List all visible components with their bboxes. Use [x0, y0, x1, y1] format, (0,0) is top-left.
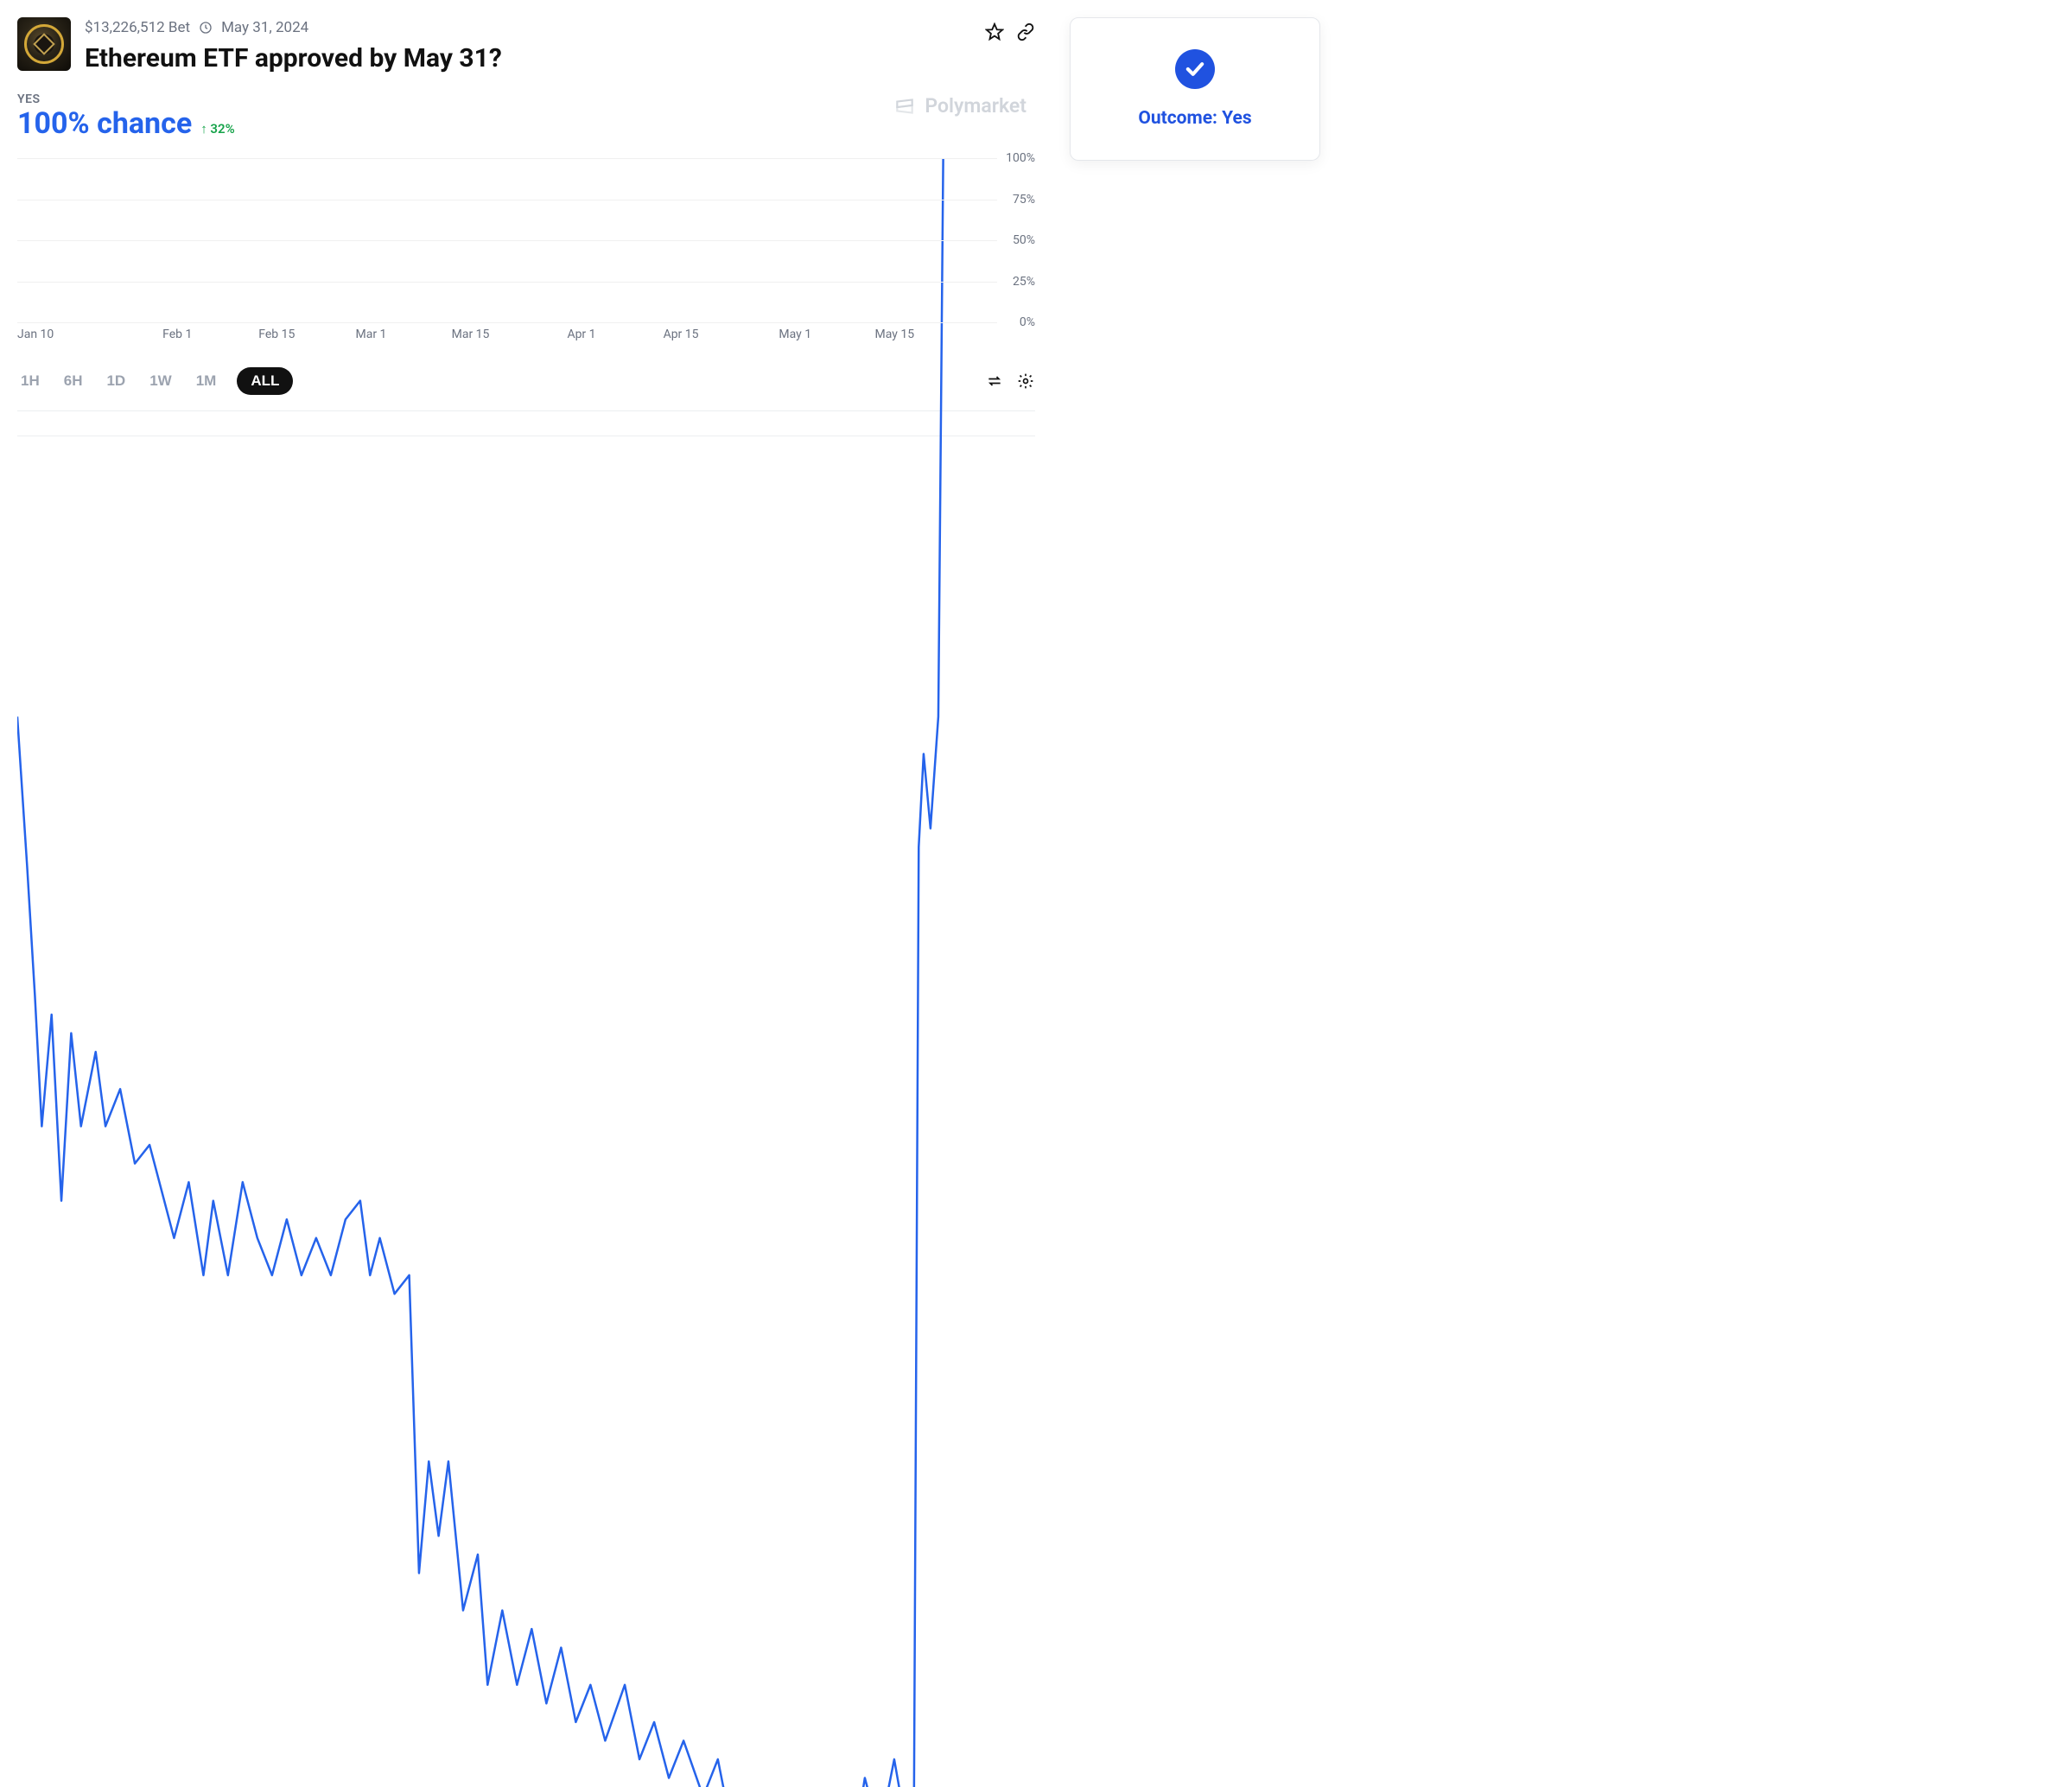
meta-row: $13,226,512 Bet May 31, 2024	[85, 19, 1035, 36]
probability-change: ↑ 32%	[200, 121, 234, 137]
page-container: $13,226,512 Bet May 31, 2024 Ethereum ET…	[17, 17, 1320, 436]
x-tick-label: Apr 15	[664, 328, 699, 341]
gear-icon	[1017, 372, 1034, 390]
chart-y-axis: 0%25%50%75%100%	[997, 158, 1035, 322]
x-tick-label: Feb 15	[258, 328, 295, 341]
gridline	[17, 158, 997, 159]
side-column: Outcome: Yes	[1070, 17, 1320, 161]
y-tick-label: 50%	[1013, 233, 1035, 247]
y-tick-label: 0%	[1020, 315, 1035, 329]
y-tick-label: 25%	[1013, 275, 1035, 289]
watermark: Polymarket	[893, 94, 1026, 118]
x-tick-label: Jan 10	[17, 328, 54, 341]
outcome-card: Outcome: Yes	[1070, 17, 1320, 161]
probability-section: YES 100% chance ↑ 32% Polymarket	[17, 92, 1035, 141]
chart-plot-area[interactable]	[17, 158, 997, 322]
market-header: $13,226,512 Bet May 31, 2024 Ethereum ET…	[17, 17, 1035, 73]
x-tick-label: Mar 15	[452, 328, 490, 341]
y-tick-label: 100%	[1006, 151, 1035, 165]
volume-label: $13,226,512 Bet	[85, 19, 190, 36]
chart-line-svg	[17, 158, 997, 1787]
chart-x-axis: Jan 10 Feb 1 Feb 15 Mar 1 Mar 15 Apr 1 Apr 15 M…	[17, 328, 997, 345]
main-column: $13,226,512 Bet May 31, 2024 Ethereum ET…	[17, 17, 1035, 436]
header-text-block: $13,226,512 Bet May 31, 2024 Ethereum ET…	[85, 17, 1035, 73]
chart-settings-button[interactable]	[1016, 372, 1035, 391]
gridline	[17, 240, 997, 241]
x-tick-label: May 1	[779, 328, 811, 341]
gridline	[17, 322, 997, 323]
check-circle	[1175, 49, 1215, 89]
favorite-button[interactable]	[985, 22, 1004, 41]
x-tick-label: Apr 1	[567, 328, 595, 341]
probability-value: 100% chance	[17, 106, 192, 141]
probability-value-row: 100% chance ↑ 32%	[17, 106, 1035, 141]
gridline	[17, 282, 997, 283]
probability-side-label: YES	[17, 92, 1035, 106]
x-tick-label: May 15	[875, 328, 915, 341]
check-icon	[1183, 57, 1207, 81]
header-actions	[985, 22, 1035, 41]
market-title: Ethereum ETF approved by May 31?	[85, 43, 1035, 73]
chart: 0%25%50%75%100%	[17, 158, 1035, 322]
watermark-text: Polymarket	[925, 94, 1026, 118]
outcome-label: Outcome: Yes	[1091, 108, 1299, 129]
share-link-button[interactable]	[1016, 22, 1035, 41]
resolution-date: May 31, 2024	[221, 19, 308, 36]
x-tick-label: Mar 1	[355, 328, 386, 341]
clock-icon	[199, 21, 213, 35]
polymarket-logo-icon	[893, 95, 916, 118]
x-tick-label: Feb 1	[162, 328, 192, 341]
market-thumbnail	[17, 17, 71, 71]
link-icon	[1017, 23, 1034, 41]
star-icon	[985, 22, 1004, 41]
y-tick-label: 75%	[1013, 193, 1035, 207]
